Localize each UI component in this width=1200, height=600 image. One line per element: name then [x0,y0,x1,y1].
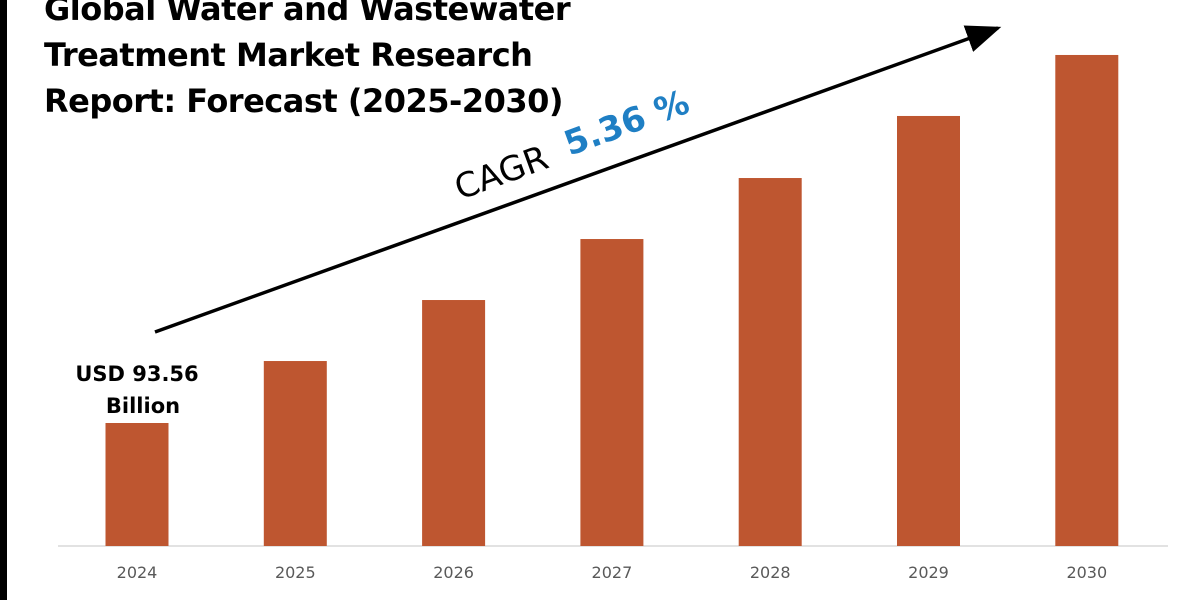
bar-2030 [1055,54,1119,547]
title-line: Global Water and Wastewater [44,0,571,28]
bar-2025 [263,361,327,546]
x-tick-label: 2027 [592,563,633,582]
bar-2024 [105,423,169,546]
bar-2027 [580,239,644,546]
x-tick-label: 2028 [750,563,791,582]
x-tick-label: 2030 [1066,563,1107,582]
cagr-label: CAGR [449,138,553,209]
value-label-line: USD 93.56 [75,362,198,386]
left-border [0,0,7,600]
x-tick-label: 2024 [117,563,158,582]
bar-2026 [422,300,486,546]
bar-2028 [738,178,802,546]
value-label-line: Billion [106,394,180,418]
x-tick-label: 2029 [908,563,949,582]
chart-title: Global Water and Wastewater Treatment Ma… [44,0,571,124]
title-line: Treatment Market Research [44,36,533,74]
trend-arrow [154,25,1002,334]
x-tick-label: 2025 [275,563,316,582]
title-line: Report: Forecast (2025-2030) [44,82,563,120]
x-tick-label: 2026 [433,563,474,582]
bar-2029 [897,115,960,547]
cagr-value: 5.36 % [559,82,695,164]
